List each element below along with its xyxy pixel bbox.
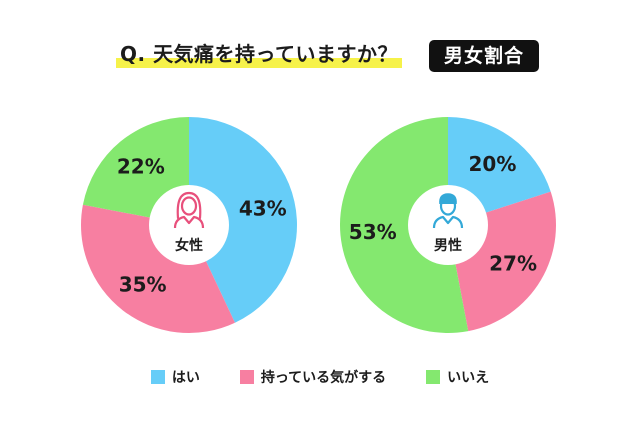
female-slice-yes: [189, 117, 297, 323]
female-label-yes: 43%: [239, 197, 287, 221]
legend-swatch-yes: [150, 370, 165, 384]
legend-swatch-have-slightly: [239, 370, 254, 384]
male-center-circle: [408, 185, 488, 265]
male-person-icon: [432, 193, 464, 229]
male-center-label: 男性: [434, 237, 462, 254]
legend-item-no: いいえ: [426, 367, 489, 387]
male-label-no: 53%: [349, 220, 397, 244]
female-person-icon: [173, 191, 205, 229]
female-pie-chart: 43% 35% 22% 女性: [81, 117, 297, 333]
chart-title: Q. 天気痛を持っていますか？: [120, 42, 399, 66]
male-slice-no: [339, 117, 469, 334]
legend-swatch-no: [426, 370, 441, 384]
female-slice-have-slightly: [81, 204, 235, 333]
gender-ratio-badge: 男女割合: [429, 40, 539, 72]
male-label-yes: 20%: [468, 152, 516, 176]
male-pie-chart: 20% 27% 53% 男性: [339, 117, 556, 334]
male-label-have-slightly: 27%: [489, 251, 537, 275]
legend-label-yes: はい: [171, 370, 200, 386]
female-label-no: 22%: [117, 155, 165, 179]
female-label-have-slightly: 35%: [119, 273, 167, 297]
chart-header: Q. 天気痛を持っていますか？ 男女割合: [0, 36, 640, 76]
legend-item-yes: はい: [150, 367, 200, 387]
legend-label-have-slightly: 持っている気がする: [260, 370, 387, 386]
female-center-label: 女性: [175, 237, 203, 254]
legend-label-no: いいえ: [447, 370, 490, 386]
legend-item-have-slightly: 持っている気がする: [239, 367, 387, 387]
title-highlight: [116, 58, 403, 68]
legend: はい 持っている気がする いいえ: [0, 365, 640, 389]
title-wrap: Q. 天気痛を持っていますか？: [116, 36, 403, 76]
female-center-circle: [149, 185, 229, 265]
